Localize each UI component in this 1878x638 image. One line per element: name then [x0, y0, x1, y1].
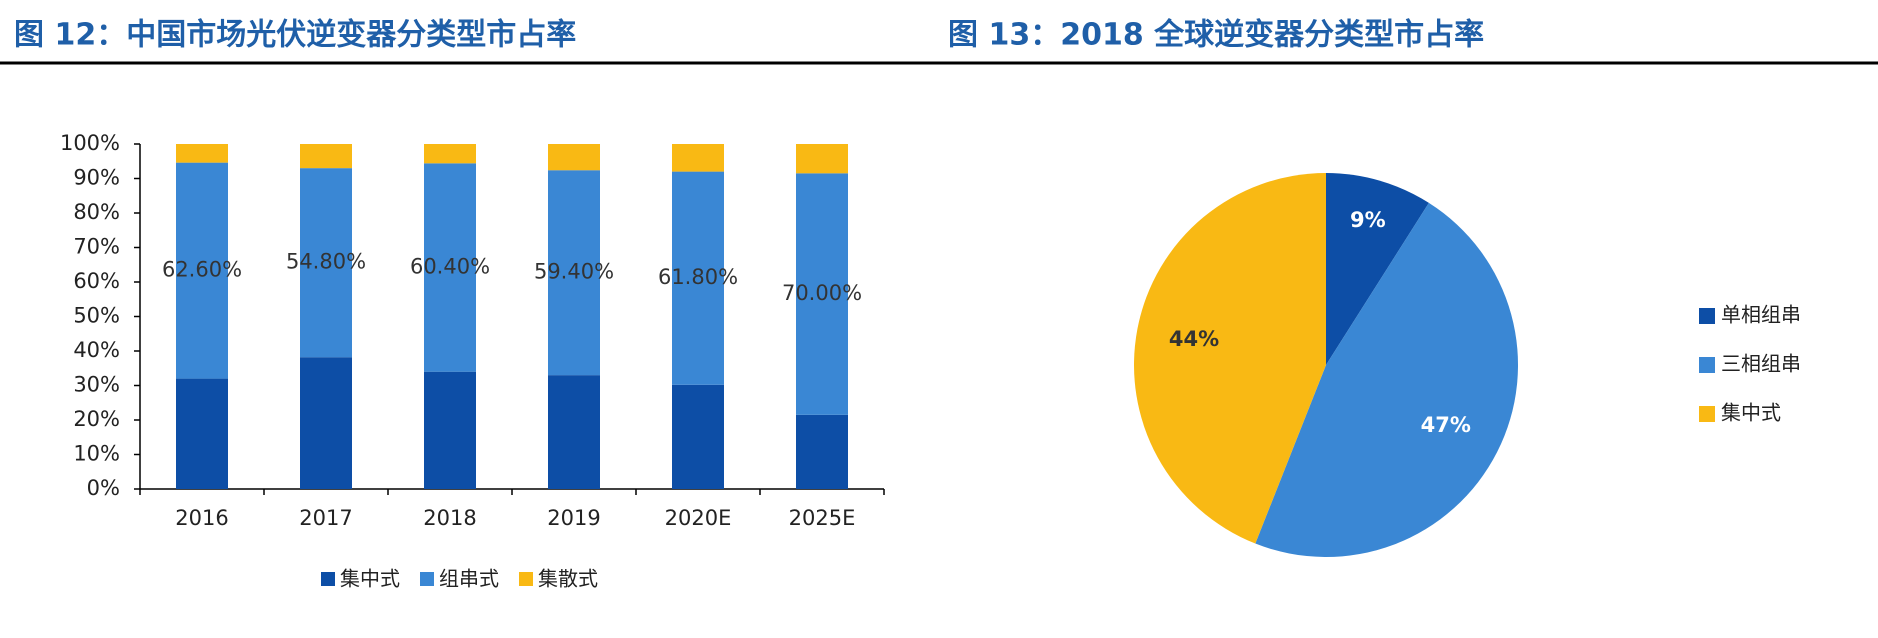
y-tick-label: 40% [73, 338, 120, 362]
bar-segment [176, 162, 228, 379]
data-label: 60.40% [410, 255, 490, 279]
data-label: 70.00% [782, 281, 862, 305]
bar-segment [548, 170, 600, 376]
data-label: 44% [1169, 327, 1219, 351]
y-tick-label: 100% [60, 131, 120, 155]
legend-label: 三相组串 [1721, 352, 1801, 376]
data-label: 61.80% [658, 265, 738, 289]
legend-label: 单相组串 [1721, 303, 1801, 327]
y-tick-label: 0% [87, 476, 120, 500]
bar-segment [300, 168, 352, 358]
pie-slice [1255, 202, 1519, 558]
bar-segment [796, 414, 848, 489]
legend-swatch [519, 572, 533, 586]
pie-slice [1134, 173, 1326, 544]
legend-label: 组串式 [439, 567, 499, 591]
bar-segment [548, 144, 600, 171]
bar-segment [424, 144, 476, 164]
bar-segment [672, 144, 724, 172]
bar-segment [300, 357, 352, 489]
x-tick-label: 2019 [547, 506, 600, 530]
bar-segment [176, 144, 228, 163]
legend-label: 集散式 [538, 567, 598, 591]
chart-title: 图 13：2018 全球逆变器分类型市占率 [948, 18, 1484, 53]
bar-segment [548, 375, 600, 489]
bar-segment [796, 173, 848, 415]
bar-segment [796, 144, 848, 174]
legend-swatch [321, 572, 335, 586]
x-tick-label: 2020E [665, 506, 732, 530]
y-tick-label: 50% [73, 304, 120, 328]
legend-swatch [1699, 308, 1715, 324]
data-label: 59.40% [534, 260, 614, 284]
pie-slice [1326, 173, 1429, 365]
bar-segment [300, 144, 352, 169]
y-tick-label: 80% [73, 200, 120, 224]
legend-label: 集中式 [1721, 401, 1781, 425]
x-tick-label: 2018 [423, 506, 476, 530]
x-tick-label: 2025E [789, 506, 856, 530]
x-tick-label: 2017 [299, 506, 352, 530]
data-label: 62.60% [162, 258, 242, 282]
data-label: 47% [1421, 413, 1471, 437]
y-tick-label: 10% [73, 442, 120, 466]
x-tick-label: 2016 [175, 506, 228, 530]
y-tick-label: 70% [73, 235, 120, 259]
y-tick-label: 90% [73, 166, 120, 190]
legend-label: 集中式 [340, 567, 400, 591]
bar-segment [176, 378, 228, 489]
legend-swatch [420, 572, 434, 586]
data-label: 9% [1350, 208, 1386, 232]
bar-segment [424, 371, 476, 489]
y-tick-label: 60% [73, 269, 120, 293]
bar-segment [424, 163, 476, 372]
bar-segment [672, 171, 724, 385]
chart-title: 图 12：中国市场光伏逆变器分类型市占率 [14, 18, 576, 53]
bar-segment [672, 384, 724, 489]
y-tick-label: 30% [73, 373, 120, 397]
data-label: 54.80% [286, 250, 366, 274]
y-tick-label: 20% [73, 407, 120, 431]
legend-swatch [1699, 406, 1715, 422]
legend-swatch [1699, 357, 1715, 373]
